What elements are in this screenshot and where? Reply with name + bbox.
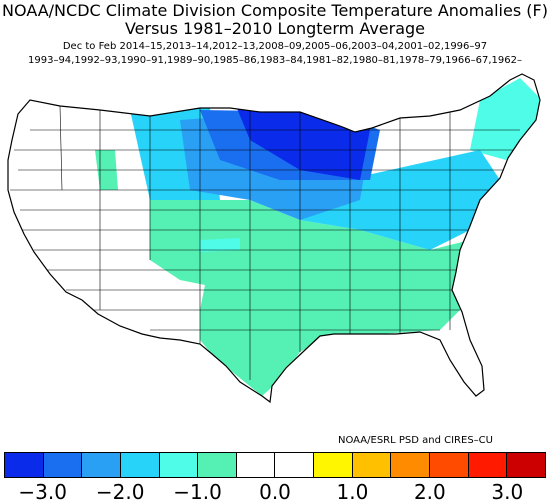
region-colorado — [200, 238, 240, 252]
years-line2: 1993–94,1992–93,1990–91,1989–90,1985–86,… — [28, 55, 522, 66]
colorbar-tick-label: −1.0 — [173, 480, 222, 504]
colorbar-tick-label: 3.0 — [491, 480, 524, 504]
map-title-line2: Versus 1981–2010 Longterm Average — [124, 19, 426, 38]
colorbar-cell — [391, 453, 431, 477]
colorbar-cell — [430, 453, 469, 477]
colorbar-cell — [507, 453, 545, 477]
colorbar-cell — [82, 453, 121, 477]
colorbar-cell — [5, 453, 44, 477]
colorbar-cell — [314, 453, 353, 477]
years-line1: Dec to Feb 2014–15,2013–14,2012–13,2008–… — [62, 41, 488, 52]
colorbar-tick-label: 1.0 — [336, 480, 369, 504]
division-boundaries — [10, 105, 540, 380]
colorbar-tick-label: 2.0 — [413, 480, 446, 504]
colorbar-cell — [352, 453, 392, 477]
colorbar-cell — [236, 453, 276, 477]
us-climate-division-map — [7, 73, 541, 403]
colorbar-cell — [120, 453, 160, 477]
colorbar-cell — [275, 453, 315, 477]
colorbar-cell — [468, 453, 508, 477]
credit-label: NOAA/ESRL PSD and CIRES–CU — [338, 435, 493, 446]
colorbar-tick-label: −3.0 — [18, 480, 67, 504]
colorbar-tick-label: 0.0 — [259, 480, 291, 504]
colorbar-tick-label: −2.0 — [95, 480, 145, 504]
region-new-england — [470, 78, 540, 160]
colorbar-cell — [43, 453, 83, 477]
colorbar-cell — [159, 453, 199, 477]
colorbar-cell — [198, 453, 237, 477]
map-title-line1: NOAA/NCDC Climate Division Composite Tem… — [2, 1, 548, 20]
color-scale-bar — [4, 452, 546, 478]
